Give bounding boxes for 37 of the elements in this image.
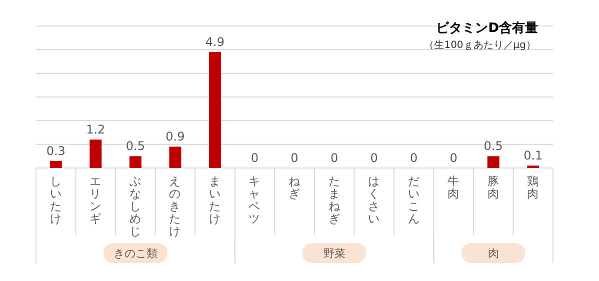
data-label: 0 <box>370 151 378 165</box>
text: （生100ｇあたり／μg） <box>424 39 536 51</box>
x-tick-label: ぶなしめじ <box>129 174 142 238</box>
data-label: 0.5 <box>126 139 145 154</box>
bar <box>50 160 62 168</box>
x-tick-label: しいたけ <box>50 174 62 226</box>
data-label: 0 <box>450 151 458 165</box>
x-tick-label: 豚肉 <box>487 174 500 200</box>
bar <box>90 140 102 168</box>
x-tick-label: エリンギ <box>90 174 102 226</box>
data-label: 4.9 <box>205 35 225 50</box>
text: 肉 <box>488 246 499 260</box>
data-label: 0 <box>250 151 259 165</box>
data-label: 0 <box>290 151 298 165</box>
x-tick-label: たまねぎ <box>328 174 342 226</box>
x-tick-label: 牛肉 <box>448 174 460 200</box>
x-tick-label: まいたけ <box>208 174 221 226</box>
chart-title: ビタミンD含有量 <box>436 20 538 36</box>
data-label: 0.1 <box>524 148 543 163</box>
x-tick-label: えのきたけ <box>169 174 182 238</box>
data-label: 0.3 <box>46 144 66 158</box>
data-label: 0.5 <box>484 139 503 154</box>
text: 野菜 <box>323 246 346 260</box>
data-label: 0 <box>410 151 418 165</box>
data-label: 1.2 <box>86 122 106 137</box>
x-tick-label: ねぎ <box>288 174 302 200</box>
bar <box>169 146 182 168</box>
text: きのこ類 <box>113 246 158 260</box>
data-label: 0 <box>330 151 338 165</box>
x-tick-label: だいこん <box>408 174 420 226</box>
x-tick-label: キャベツ <box>248 174 261 226</box>
bar <box>129 156 142 168</box>
bar <box>487 156 500 168</box>
data-label: 0.9 <box>166 130 185 144</box>
x-tick-label: 鶏肉 <box>527 174 540 200</box>
bar <box>208 52 221 168</box>
x-tick-label: はくさい <box>368 174 380 226</box>
